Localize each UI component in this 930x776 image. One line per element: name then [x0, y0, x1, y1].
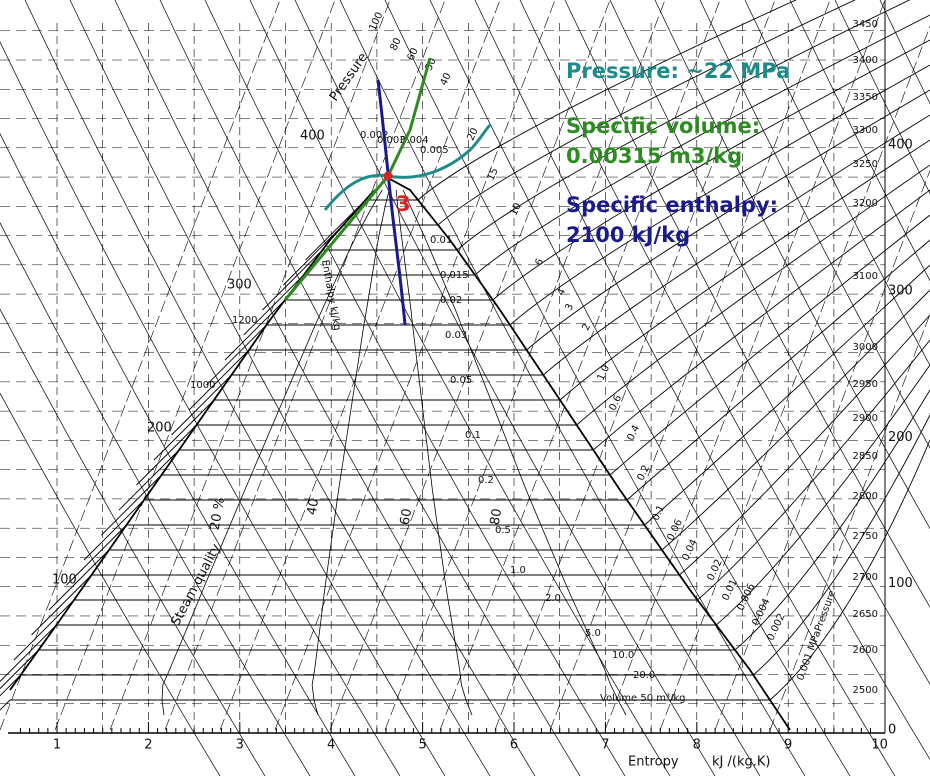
x-tick-label: 8 — [693, 738, 701, 753]
volume-label: 0.5 — [495, 525, 511, 536]
x-tick-label: 4 — [327, 738, 335, 753]
enthalpy-label: 2750 — [853, 531, 878, 542]
volume-label: Volume 50 m³/kg — [600, 693, 686, 704]
enthalpy-label: 2700 — [853, 572, 878, 583]
volume-label: 0.03 — [445, 330, 467, 341]
enthalpy-label: 3350 — [853, 92, 878, 103]
right-tick-label: 0 — [888, 723, 896, 738]
right-tick-label: 200 — [888, 430, 913, 445]
enthalpy-label: 3250 — [853, 159, 878, 170]
mollier-chart: 12345678910EntropykJ /(kg.K)100200300400… — [0, 0, 930, 776]
enthalpy-label: 2850 — [853, 451, 878, 462]
x-tick-label: 2 — [144, 738, 152, 753]
enthalpy-label: 3400 — [853, 55, 878, 66]
volume-label: 2.0 — [545, 593, 561, 604]
x-axis-unit: kJ /(kg.K) — [712, 755, 770, 770]
right-tick-label: 100 — [888, 576, 913, 591]
volume-label: 10.0 — [612, 650, 634, 661]
volume-label: 5.0 — [585, 628, 601, 639]
enthalpy-label: 2800 — [853, 491, 878, 502]
volume-label: 0.005 — [420, 145, 449, 156]
enthalpy-label: 2600 — [853, 645, 878, 656]
enthalpy-label: 3200 — [853, 198, 878, 209]
x-tick-label: 5 — [418, 738, 426, 753]
enthalpy-label: 3450 — [853, 19, 878, 30]
enthalpy-label: 3300 — [853, 125, 878, 136]
left-tick-label: 300 — [227, 278, 252, 293]
background — [0, 0, 930, 776]
volume-label: 20.0 — [633, 670, 655, 681]
quality-label: 40 — [305, 497, 323, 516]
x-axis-label: Entropy — [628, 755, 679, 770]
left-tick-label: 200 — [147, 421, 172, 436]
state-point — [384, 172, 393, 181]
left-tick-label: 400 — [300, 129, 325, 144]
quality-label: 80 — [488, 507, 506, 526]
volume-label: 0.015 — [440, 270, 469, 281]
right-tick-label: 300 — [888, 284, 913, 299]
x-tick-label: 9 — [784, 738, 792, 753]
volume-label: 0.05 — [450, 375, 472, 386]
enthalpy-annotation: 2100 kJ/kg — [566, 223, 690, 247]
enthalpy-curve-label: 1200 — [232, 315, 257, 326]
x-tick-label: 3 — [236, 738, 244, 753]
enthalpy-annotation: Specific enthalpy: — [566, 193, 778, 217]
enthalpy-label: 2950 — [853, 379, 878, 390]
x-tick-label: 7 — [601, 738, 609, 753]
pressure-annotation: Pressure: ~22 MPa — [566, 59, 790, 83]
volume-label: 0.2 — [478, 475, 494, 486]
enthalpy-label: 2500 — [853, 685, 878, 696]
volume-label: 0.01 — [430, 235, 452, 246]
x-tick-label: 1 — [53, 738, 61, 753]
left-tick-label: 100 — [52, 573, 77, 588]
quality-label: 60 — [398, 507, 416, 526]
x-tick-label: 10 — [871, 738, 888, 753]
volume-annotation: Specific volume: — [566, 114, 760, 138]
enthalpy-label: 2900 — [853, 413, 878, 424]
volume-label: 1.0 — [510, 565, 526, 576]
volume-annotation: 0.00315 m3/kg — [566, 144, 742, 168]
volume-label: 0.1 — [465, 430, 481, 441]
enthalpy-label: 3100 — [853, 271, 878, 282]
right-tick-label: 400 — [888, 137, 913, 152]
enthalpy-curve-label: 1000 — [190, 380, 215, 391]
enthalpy-label: 3000 — [853, 342, 878, 353]
x-tick-label: 6 — [510, 738, 518, 753]
point-label: 3 — [396, 192, 411, 216]
enthalpy-label: 2650 — [853, 609, 878, 620]
volume-label: 0.02 — [440, 295, 462, 306]
